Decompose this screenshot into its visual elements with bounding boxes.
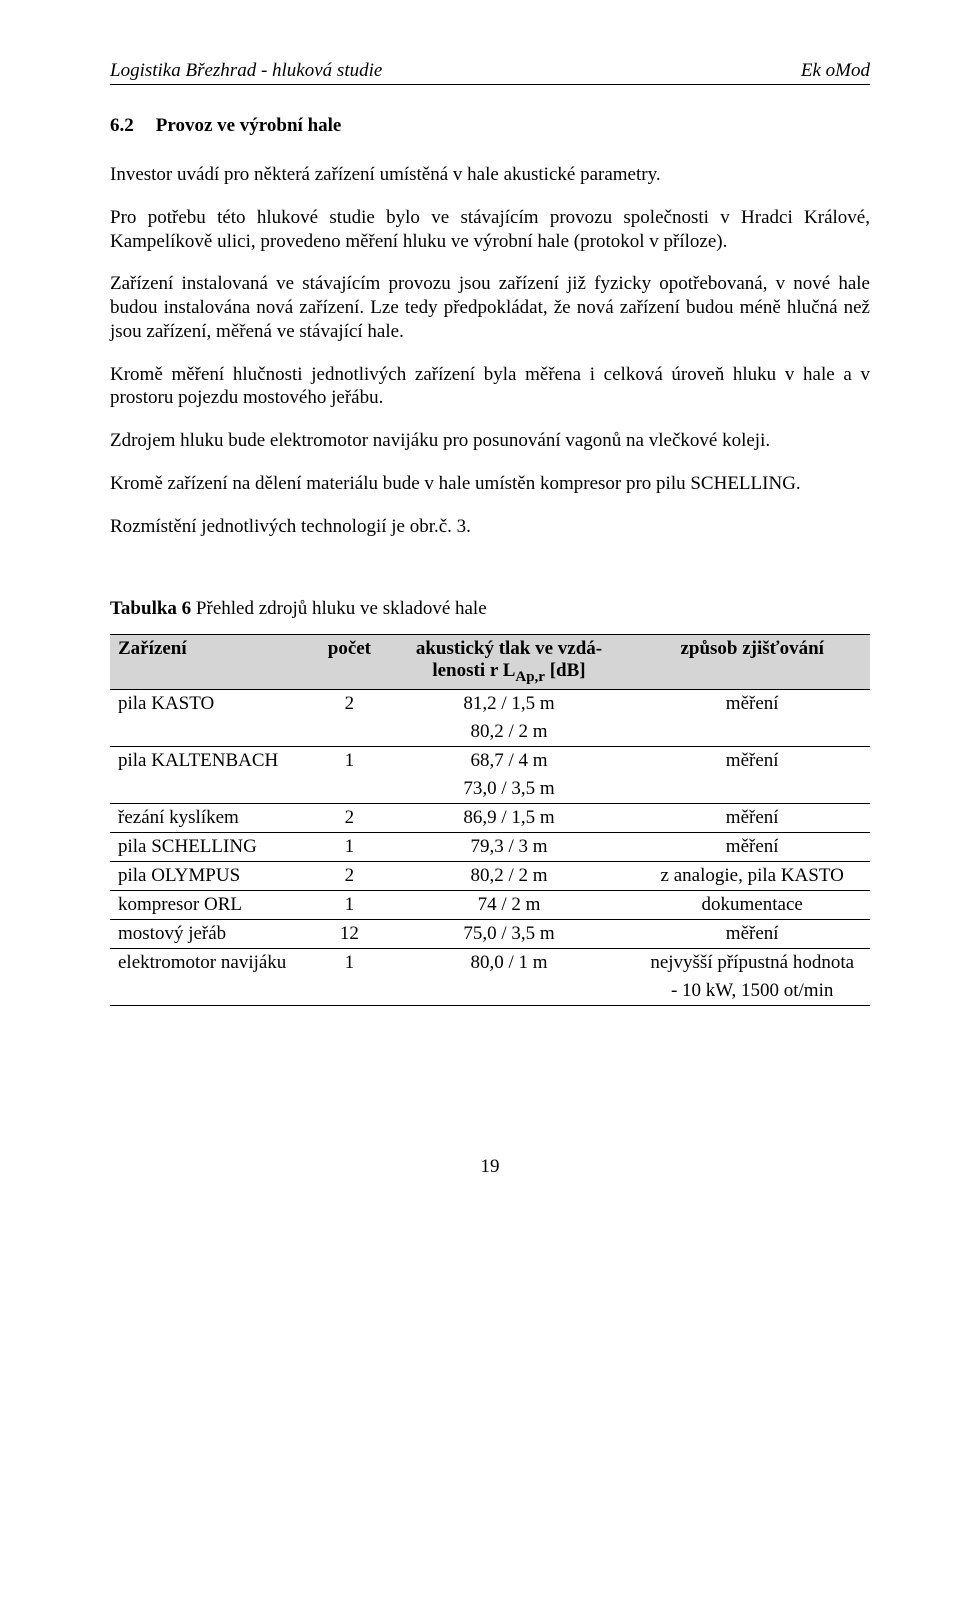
table-row: 80,2 / 2 m [110,718,870,747]
th-acoustic-sub: Ap,r [515,669,545,685]
header-right: Ek oMod [801,60,870,82]
cell-method: z analogie, pila KASTO [634,862,870,891]
cell-method: nejvyšší přípustná hodnota [634,949,870,978]
cell-count: 12 [315,920,383,949]
cell-count [315,718,383,747]
table-header-acoustic: akustický tlak ve vzdá- lenosti r LAp,r … [384,635,635,690]
header-left: Logistika Březhrad - hluková studie [110,60,382,82]
cell-method [634,775,870,804]
cell-count: 2 [315,804,383,833]
table-row: pila SCHELLING 1 79,3 / 3 m měření [110,833,870,862]
cell-device: elektromotor navijáku [110,949,315,978]
cell-acoustic: 79,3 / 3 m [384,833,635,862]
paragraph: Zařízení instalovaná ve stávajícím provo… [110,272,870,343]
cell-count: 2 [315,690,383,719]
section-title: Provoz ve výrobní hale [156,115,342,137]
table-header-count: počet [315,635,383,690]
table-caption-rest: Přehled zdrojů hluku ve skladové hale [191,598,486,619]
cell-method: měření [634,747,870,776]
table-row: řezání kyslíkem 2 86,9 / 1,5 m měření [110,804,870,833]
cell-acoustic: 81,2 / 1,5 m [384,690,635,719]
cell-count: 1 [315,949,383,978]
cell-count [315,775,383,804]
table-row: kompresor ORL 1 74 / 2 m dokumentace [110,891,870,920]
cell-method: měření [634,920,870,949]
cell-acoustic: 73,0 / 3,5 m [384,775,635,804]
paragraph: Kromě zařízení na dělení materiálu bude … [110,472,870,496]
cell-device [110,977,315,1006]
cell-acoustic: 80,0 / 1 m [384,949,635,978]
cell-device [110,718,315,747]
cell-acoustic: 68,7 / 4 m [384,747,635,776]
cell-acoustic: 80,2 / 2 m [384,718,635,747]
table-header-row: Zařízení počet akustický tlak ve vzdá- l… [110,635,870,690]
cell-device [110,775,315,804]
table-caption-bold: Tabulka 6 [110,598,191,619]
cell-method [634,718,870,747]
section-heading: 6.2 Provoz ve výrobní hale [110,115,870,137]
table-row: pila KASTO 2 81,2 / 1,5 m měření [110,690,870,719]
cell-device: mostový jeřáb [110,920,315,949]
cell-count: 1 [315,833,383,862]
cell-method: měření [634,833,870,862]
cell-acoustic [384,977,635,1006]
cell-acoustic: 80,2 / 2 m [384,862,635,891]
cell-device: pila OLYMPUS [110,862,315,891]
cell-acoustic: 75,0 / 3,5 m [384,920,635,949]
cell-method: měření [634,804,870,833]
table-row: mostový jeřáb 12 75,0 / 3,5 m měření [110,920,870,949]
table-row: - 10 kW, 1500 ot/min [110,977,870,1006]
cell-device: řezání kyslíkem [110,804,315,833]
noise-sources-table: Zařízení počet akustický tlak ve vzdá- l… [110,634,870,1006]
cell-acoustic: 74 / 2 m [384,891,635,920]
cell-device: pila KALTENBACH [110,747,315,776]
cell-count: 2 [315,862,383,891]
cell-device: pila KASTO [110,690,315,719]
cell-device: kompresor ORL [110,891,315,920]
cell-device: pila SCHELLING [110,833,315,862]
cell-method: - 10 kW, 1500 ot/min [634,977,870,1006]
table-row: pila OLYMPUS 2 80,2 / 2 m z analogie, pi… [110,862,870,891]
paragraph: Rozmístění jednotlivých technologií je o… [110,515,870,539]
cell-count [315,977,383,1006]
cell-acoustic: 86,9 / 1,5 m [384,804,635,833]
cell-count: 1 [315,747,383,776]
table-row: pila KALTENBACH 1 68,7 / 4 m měření [110,747,870,776]
th-acoustic-line1: akustický tlak ve vzdá- [416,638,602,659]
table-header-method: způsob zjišťování [634,635,870,690]
table-row: 73,0 / 3,5 m [110,775,870,804]
table-row: elektromotor navijáku 1 80,0 / 1 m nejvy… [110,949,870,978]
table-caption: Tabulka 6 Přehled zdrojů hluku ve sklado… [110,598,870,620]
section-number: 6.2 [110,115,134,137]
paragraph: Zdrojem hluku bude elektromotor navijáku… [110,429,870,453]
cell-method: dokumentace [634,891,870,920]
paragraph: Pro potřebu této hlukové studie bylo ve … [110,206,870,254]
page-header: Logistika Březhrad - hluková studie Ek o… [110,60,870,85]
th-acoustic-line2: lenosti r L [432,660,515,681]
cell-method: měření [634,690,870,719]
page-number: 19 [110,1156,870,1178]
cell-count: 1 [315,891,383,920]
th-acoustic-unit: [dB] [545,660,586,681]
paragraph: Investor uvádí pro některá zařízení umís… [110,163,870,187]
table-header-device: Zařízení [110,635,315,690]
paragraph: Kromě měření hlučnosti jednotlivých zaří… [110,363,870,411]
